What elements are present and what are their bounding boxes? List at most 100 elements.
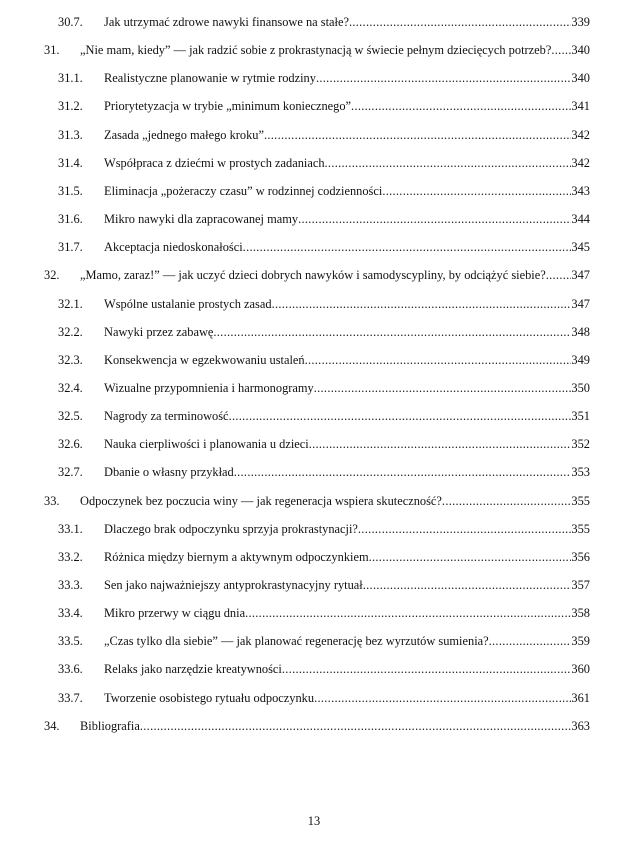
- toc-entry[interactable]: 31.6. Mikro nawyki dla zapracowanej mamy 3…: [0, 209, 628, 229]
- toc-entry[interactable]: 32.3. Konsekwencja w egzekwowaniu ustaleń…: [0, 350, 628, 370]
- toc-entry-title: Odpoczynek bez poczucia winy — jak regen…: [80, 493, 442, 508]
- toc-entry-body: Odpoczynek bez poczucia winy — jak regen…: [80, 491, 590, 511]
- toc-entry[interactable]: 32.2. Nawyki przez zabawę 348: [0, 322, 628, 342]
- toc-entry[interactable]: 32. „Mamo, zaraz!” — jak uczyć dzieci dob…: [0, 265, 628, 285]
- dot-leader: [551, 40, 571, 60]
- toc-entry-number: 32.5.: [58, 409, 83, 424]
- toc-entry-title: Wspólne ustalanie prostych zasad: [104, 296, 272, 311]
- toc-entry-body: Nagrody za terminowość 351: [104, 406, 590, 426]
- toc-entry-page: 348: [571, 324, 590, 339]
- dot-leader: [382, 181, 571, 201]
- toc-entry-title: Dlaczego brak odpoczynku sprzyja prokras…: [104, 521, 358, 536]
- toc-entry-title: Współpraca z dziećmi w prostych zadaniac…: [104, 155, 325, 170]
- toc-entry-number: 30.7.: [58, 15, 83, 29]
- toc-entry-page: 347: [571, 268, 590, 283]
- toc-entry-title: Jak utrzymać zdrowe nawyki finansowe na …: [104, 15, 349, 29]
- toc-entry-body: Tworzenie osobistego rytuału odpoczynku 3…: [104, 688, 590, 708]
- toc-entry[interactable]: 30.7. Jak utrzymać zdrowe nawyki finansow…: [0, 12, 628, 32]
- toc-entry[interactable]: 33.6. Relaks jako narzędzie kreatywności 3…: [0, 659, 628, 679]
- toc-entry[interactable]: 31.2. Priorytetyzacja w trybie „minimum k…: [0, 96, 628, 116]
- toc-entry-title: Tworzenie osobistego rytuału odpoczynku: [104, 690, 315, 705]
- toc-entry-number: 33.1.: [58, 521, 83, 536]
- toc-entry-number: 31.7.: [58, 240, 83, 255]
- dot-leader: [309, 434, 572, 454]
- toc-entry-page: 340: [571, 43, 590, 58]
- dot-leader: [243, 237, 572, 257]
- toc-entry[interactable]: 32.7. Dbanie o własny przykład 353: [0, 462, 628, 482]
- toc-entry[interactable]: 33.7. Tworzenie osobistego rytuału odpocz…: [0, 688, 628, 708]
- toc-entry-number: 31.6.: [58, 212, 83, 227]
- toc-entry[interactable]: 32.6. Nauka cierpliwości i planowania u d…: [0, 434, 628, 454]
- toc-entry-number: 33.6.: [58, 662, 83, 677]
- toc-entry-page: 352: [571, 437, 590, 452]
- page-number: 13: [307, 814, 321, 828]
- toc-entry[interactable]: 32.4. Wizualne przypomnienia i harmonogra…: [0, 378, 628, 398]
- toc-entry-number: 33.4.: [58, 606, 83, 621]
- dot-leader: [349, 12, 571, 32]
- toc-entry-number: 32.3.: [58, 352, 83, 367]
- dot-leader: [546, 265, 572, 285]
- toc-entry[interactable]: 31.5. Eliminacja „pożeraczy czasu” w rodz…: [0, 181, 628, 201]
- toc-entry-title: „Czas tylko dla siebie” — jak planować r…: [104, 634, 489, 649]
- toc-entry-title: Realistyczne planowanie w rytmie rodziny: [104, 71, 316, 86]
- toc-entry-number: 31.3.: [58, 127, 83, 142]
- toc-entry-title: „Nie mam, kiedy” — jak radzić sobie z pr…: [80, 43, 552, 58]
- toc-entry-page: 360: [571, 662, 590, 677]
- toc-entry-number: 33.5.: [58, 634, 83, 649]
- toc-entry-body: Akceptacja niedoskonałości 345: [104, 237, 590, 257]
- toc-entry[interactable]: 33.5. „Czas tylko dla siebie” — jak plano…: [0, 631, 628, 651]
- dot-leader: [264, 125, 571, 145]
- toc-entry-title: Mikro przerwy w ciągu dnia: [104, 606, 246, 621]
- toc-entry-page: 349: [571, 352, 590, 367]
- dot-leader: [282, 659, 572, 679]
- toc-entry-title: Nauka cierpliwości i planowania u dzieci: [104, 437, 309, 452]
- toc-entry-body: Relaks jako narzędzie kreatywności 360: [104, 659, 590, 679]
- toc-entry-body: Mikro przerwy w ciągu dnia 358: [104, 603, 590, 623]
- toc-entry-number: 31.2.: [58, 99, 83, 114]
- dot-leader: [314, 688, 571, 708]
- dot-leader: [213, 322, 571, 342]
- toc-entry-number: 33.: [44, 493, 60, 508]
- toc-entry-page: 342: [571, 155, 590, 170]
- dot-leader: [351, 96, 571, 116]
- toc-entry-title: Priorytetyzacja w trybie „minimum koniec…: [104, 99, 352, 114]
- dot-leader: [245, 603, 571, 623]
- toc-entry-page: 343: [571, 183, 590, 198]
- toc-entry-body: „Nie mam, kiedy” — jak radzić sobie z pr…: [80, 40, 590, 60]
- toc-entry-page: 361: [571, 690, 590, 705]
- toc-entry-body: Zasada „jednego małego kroku” 342: [104, 125, 590, 145]
- toc-entry[interactable]: 33.4. Mikro przerwy w ciągu dnia 358: [0, 603, 628, 623]
- toc-entry-page: 350: [571, 380, 590, 395]
- toc-entry-title: Bibliografia: [80, 718, 140, 733]
- toc-entry-page: 347: [571, 296, 590, 311]
- toc-entry-page: 339: [571, 15, 590, 29]
- toc-entry[interactable]: 33.3. Sen jako najważniejszy antyprokrast…: [0, 575, 628, 595]
- dot-leader: [489, 631, 572, 651]
- toc-entry[interactable]: 31. „Nie mam, kiedy” — jak radzić sobie z…: [0, 40, 628, 60]
- toc-entry-page: 355: [571, 521, 590, 536]
- toc-entry-body: Sen jako najważniejszy antyprokrastynacy…: [104, 575, 590, 595]
- toc-entry-number: 34.: [44, 718, 60, 733]
- toc-entry-title: Różnica między biernym a aktywnym odpocz…: [104, 549, 369, 564]
- toc-entry[interactable]: 31.3. Zasada „jednego małego kroku” 342: [0, 125, 628, 145]
- toc-entry-page: 340: [571, 71, 590, 86]
- toc-entry-title: Nagrody za terminowość: [104, 409, 229, 424]
- dot-leader: [234, 462, 572, 482]
- toc-entry-title: Wizualne przypomnienia i harmonogramy: [104, 380, 314, 395]
- toc-entry-number: 32.1.: [58, 296, 83, 311]
- toc-entry[interactable]: 32.1. Wspólne ustalanie prostych zasad 347: [0, 294, 628, 314]
- dot-leader: [272, 294, 572, 314]
- toc-entry-page: 359: [571, 634, 590, 649]
- toc-entry-body: Jak utrzymać zdrowe nawyki finansowe na …: [104, 12, 590, 32]
- toc-entry[interactable]: 33. Odpoczynek bez poczucia winy — jak re…: [0, 491, 628, 511]
- toc-entry[interactable]: 31.1. Realistyczne planowanie w rytmie ro…: [0, 68, 628, 88]
- toc-entry-title: Zasada „jednego małego kroku”: [104, 127, 264, 142]
- toc-entry[interactable]: 34. Bibliografia 363: [0, 716, 628, 736]
- toc-entry-number: 32.: [44, 268, 60, 283]
- toc-entry[interactable]: 33.1. Dlaczego brak odpoczynku sprzyja pr…: [0, 519, 628, 539]
- toc-entry[interactable]: 31.7. Akceptacja niedoskonałości 345: [0, 237, 628, 257]
- toc-entry[interactable]: 33.2. Różnica między biernym a aktywnym o…: [0, 547, 628, 567]
- toc-entry[interactable]: 31.4. Współpraca z dziećmi w prostych zad…: [0, 153, 628, 173]
- toc-entry[interactable]: 32.5. Nagrody za terminowość 351: [0, 406, 628, 426]
- toc-entry-body: Wizualne przypomnienia i harmonogramy 350: [104, 378, 590, 398]
